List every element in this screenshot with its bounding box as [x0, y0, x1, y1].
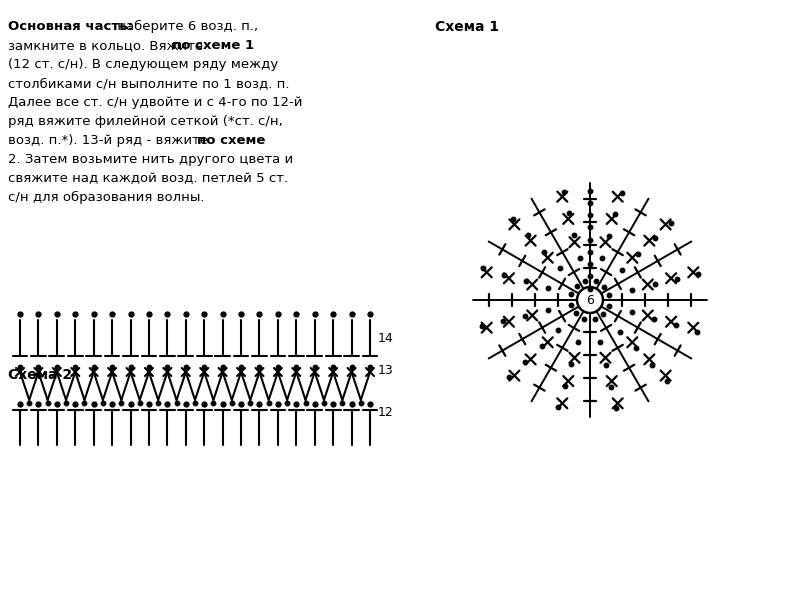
- Text: 14: 14: [378, 331, 394, 344]
- Text: по схеме 1: по схеме 1: [172, 39, 254, 52]
- Text: наберите 6 возд. п.,: наберите 6 возд. п.,: [113, 20, 258, 33]
- Text: столбиками с/н выполните по 1 возд. п.: столбиками с/н выполните по 1 возд. п.: [8, 77, 290, 90]
- Text: возд. п.*). 13-й ряд - вяжите: возд. п.*). 13-й ряд - вяжите: [8, 134, 212, 147]
- Text: Схема 1: Схема 1: [435, 20, 499, 34]
- Text: 12: 12: [378, 406, 394, 419]
- Text: 6: 6: [586, 293, 594, 307]
- Text: по схеме: по схеме: [197, 134, 266, 147]
- Text: (12 ст. с/н). В следующем ряду между: (12 ст. с/н). В следующем ряду между: [8, 58, 278, 71]
- Text: Далее все ст. с/н удвойте и с 4-го по 12-й: Далее все ст. с/н удвойте и с 4-го по 12…: [8, 96, 302, 109]
- Text: ряд вяжите филейной сеткой (*ст. с/н,: ряд вяжите филейной сеткой (*ст. с/н,: [8, 115, 282, 128]
- Text: Схема 2: Схема 2: [8, 368, 72, 382]
- Text: 2. Затем возьмите нить другого цвета и: 2. Затем возьмите нить другого цвета и: [8, 153, 294, 166]
- Text: замкните в кольцо. Вяжите: замкните в кольцо. Вяжите: [8, 39, 207, 52]
- Text: 13: 13: [378, 364, 394, 377]
- Text: с/н для образования волны.: с/н для образования волны.: [8, 191, 205, 204]
- Text: Основная часть:: Основная часть:: [8, 20, 133, 33]
- Text: свяжите над каждой возд. петлей 5 ст.: свяжите над каждой возд. петлей 5 ст.: [8, 172, 288, 185]
